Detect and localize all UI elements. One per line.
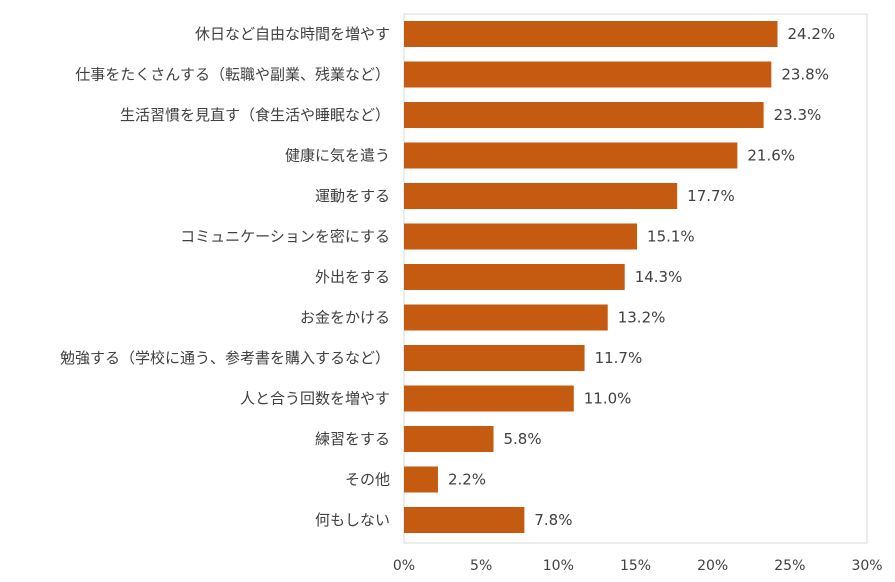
x-tick-label: 30% <box>851 558 882 574</box>
category-label: 休日など自由な時間を増やす <box>195 25 390 43</box>
bar <box>404 304 608 331</box>
bar <box>404 264 625 290</box>
bar <box>404 142 738 169</box>
value-label: 11.7% <box>595 349 643 367</box>
category-label: その他 <box>345 471 390 489</box>
x-tick-label: 20% <box>697 558 728 574</box>
x-tick-label: 25% <box>774 558 805 574</box>
x-tick-label: 10% <box>543 558 574 574</box>
value-label: 24.2% <box>787 25 835 43</box>
category-label: 人と合う回数を増やす <box>240 390 390 408</box>
category-label: 仕事をたくさんする（転職や副業、残業など） <box>75 66 390 84</box>
category-label: 練習をする <box>315 430 390 448</box>
bar <box>404 223 638 250</box>
value-label: 23.3% <box>774 106 822 124</box>
bar <box>404 426 494 452</box>
x-tick-label: 5% <box>470 558 492 574</box>
category-label: 外出をする <box>315 268 390 286</box>
value-label: 14.3% <box>635 268 683 286</box>
value-label: 2.2% <box>448 471 486 489</box>
value-label: 17.7% <box>687 187 735 205</box>
value-label: 21.6% <box>747 147 795 165</box>
category-label: コミュニケーションを密にする <box>180 228 390 246</box>
x-tick-label: 15% <box>620 558 651 574</box>
bar <box>404 466 438 493</box>
bars-layer <box>404 21 778 533</box>
x-tick-label: 0% <box>393 558 415 574</box>
bar <box>404 102 764 128</box>
bar <box>404 507 525 533</box>
value-label: 23.8% <box>781 66 829 84</box>
category-label: 運動をする <box>315 187 390 205</box>
category-label: 健康に気を遣う <box>285 147 390 165</box>
bar <box>404 183 678 209</box>
value-label: 11.0% <box>584 390 632 408</box>
bar <box>404 61 772 88</box>
x-axis-tick-labels: 0% 5% 10% 15% 20% 25% 30% <box>393 558 883 574</box>
value-label: 5.8% <box>504 430 542 448</box>
bar <box>404 385 574 412</box>
value-label: 13.2% <box>618 309 666 327</box>
bar <box>404 345 585 371</box>
value-label: 7.8% <box>534 511 572 529</box>
bar <box>404 21 778 47</box>
category-label: 勉強する（学校に通う、参考書を購入するなど） <box>60 349 390 367</box>
category-label: 生活習慣を見直す（食生活や睡眠など） <box>120 106 390 124</box>
category-label: 何もしない <box>315 511 390 529</box>
value-labels: 24.2% 23.8% 23.3% 21.6% 17.7% 15.1% 14.3% 13.2%… <box>448 25 835 529</box>
category-label: お金をかける <box>300 309 390 327</box>
value-label: 15.1% <box>647 228 695 246</box>
